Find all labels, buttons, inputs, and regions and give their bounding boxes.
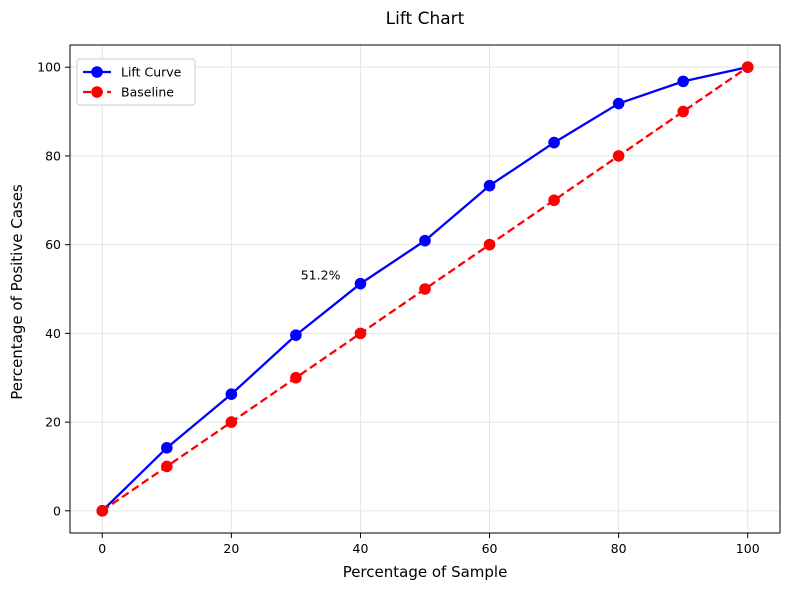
lift-curve-point bbox=[225, 388, 238, 400]
baseline-point bbox=[96, 505, 109, 517]
y-tick-label: 0 bbox=[53, 503, 61, 518]
x-axis-label: Percentage of Sample bbox=[343, 563, 508, 581]
series-lift-curve bbox=[96, 61, 754, 517]
x-axis: 0 20 40 60 80 100 bbox=[98, 533, 760, 556]
baseline-point bbox=[225, 416, 238, 428]
lift-curve-point bbox=[548, 136, 560, 149]
y-tick-label: 60 bbox=[45, 237, 61, 252]
y-axis: 0 20 40 60 80 100 bbox=[37, 60, 70, 518]
x-tick-label: 20 bbox=[223, 541, 239, 556]
y-tick-label: 40 bbox=[45, 326, 61, 341]
data-label: 51.2% bbox=[301, 268, 341, 283]
lift-curve-point bbox=[290, 329, 302, 341]
x-tick-label: 40 bbox=[353, 541, 369, 556]
y-tick-label: 80 bbox=[45, 148, 61, 163]
chart-title: Lift Chart bbox=[386, 9, 465, 29]
baseline-point bbox=[483, 238, 496, 251]
y-axis-label: Percentage of Positive Cases bbox=[8, 184, 26, 400]
lift-curve-point bbox=[354, 277, 367, 290]
y-tick-label: 20 bbox=[45, 415, 61, 430]
legend-box bbox=[76, 58, 196, 106]
x-tick-label: 100 bbox=[736, 541, 760, 556]
x-tick-label: 0 bbox=[98, 541, 106, 556]
lift-curve-point bbox=[612, 97, 625, 110]
legend-item-baseline: Baseline bbox=[83, 85, 174, 100]
baseline-point bbox=[548, 194, 560, 207]
series-baseline bbox=[96, 61, 754, 517]
legend-item-lift-curve: Lift Curve bbox=[83, 65, 182, 80]
baseline-point bbox=[741, 61, 754, 73]
x-tick-label: 80 bbox=[611, 541, 627, 556]
legend-swatch-marker bbox=[91, 66, 103, 78]
legend: Lift Curve Baseline bbox=[76, 58, 196, 106]
baseline-point bbox=[677, 105, 689, 118]
annotation-layer: 51.2% bbox=[301, 268, 341, 283]
legend-label: Lift Curve bbox=[121, 65, 182, 80]
baseline-point bbox=[612, 150, 625, 162]
baseline-point bbox=[161, 460, 173, 473]
baseline-point bbox=[419, 283, 431, 295]
series-layer bbox=[96, 61, 754, 517]
plot-area-frame bbox=[69, 44, 781, 534]
lift-curve-point bbox=[419, 234, 431, 247]
lift-curve-point bbox=[483, 179, 496, 192]
legend-label: Baseline bbox=[121, 85, 174, 100]
y-tick-label: 100 bbox=[37, 60, 61, 75]
x-tick-label: 60 bbox=[482, 541, 498, 556]
baseline-point bbox=[354, 327, 367, 340]
legend-swatch-marker bbox=[91, 86, 103, 98]
lift-curve-point bbox=[677, 75, 689, 88]
baseline-point bbox=[290, 371, 302, 384]
lift-curve-point bbox=[161, 442, 173, 454]
